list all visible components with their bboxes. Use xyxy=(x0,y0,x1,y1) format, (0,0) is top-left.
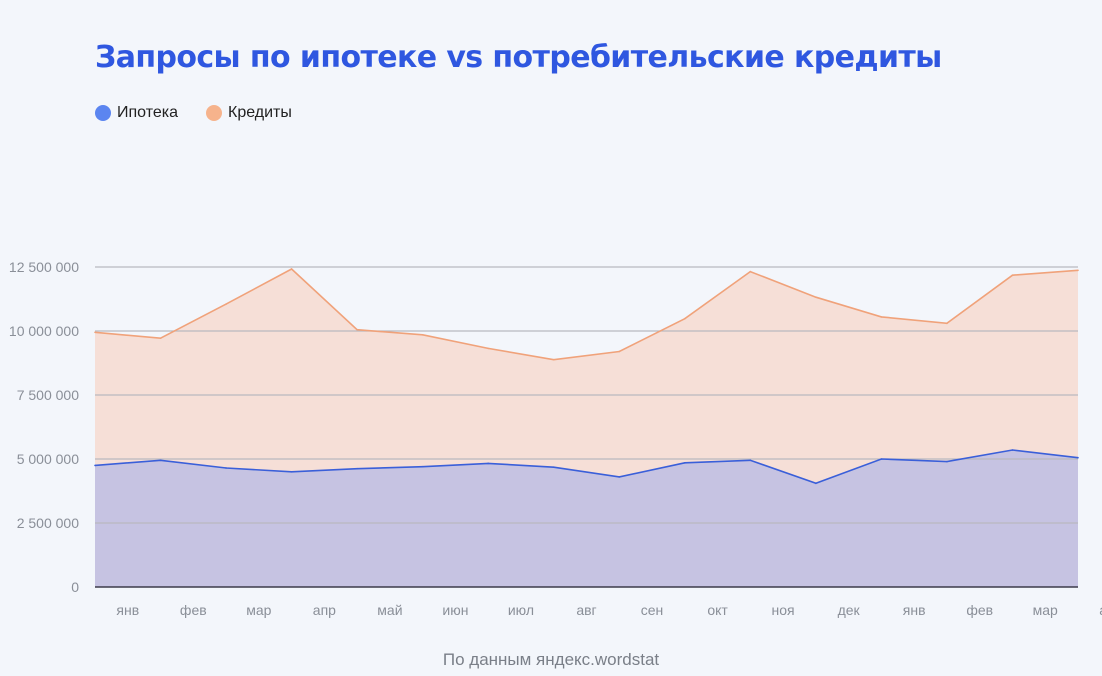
data-point-credits xyxy=(290,268,293,270)
y-tick-label: 5 000 000 xyxy=(17,451,79,467)
data-point-mortgage xyxy=(159,459,162,462)
data-point-mortgage xyxy=(356,467,358,470)
data-point-mortgage xyxy=(618,476,621,478)
x-tick-label: окт xyxy=(707,602,728,618)
x-tick-label: апр xyxy=(1099,602,1102,618)
data-point-credits xyxy=(946,322,948,325)
data-point-mortgage xyxy=(225,467,227,469)
data-point-credits xyxy=(684,317,686,320)
data-point-mortgage xyxy=(1011,449,1014,451)
data-point-credits xyxy=(356,328,358,331)
x-tick-label: июн xyxy=(442,602,468,618)
x-tick-label: янв xyxy=(903,602,926,618)
data-point-mortgage xyxy=(815,482,817,485)
chart-title: Запросы по ипотеке vs потребительские кр… xyxy=(95,40,942,75)
x-tick-label: апр xyxy=(313,602,336,618)
data-point-credits xyxy=(552,358,555,361)
data-point-credits xyxy=(815,296,817,299)
x-tick-label: мар xyxy=(1033,602,1058,618)
source-note: По данным яндекс.wordstat xyxy=(442,650,660,669)
x-tick-label: май xyxy=(377,602,402,618)
data-point-mortgage xyxy=(749,459,752,462)
data-point-mortgage xyxy=(94,464,96,467)
data-point-credits xyxy=(487,347,490,350)
y-tick-label: 12 500 000 xyxy=(9,259,79,275)
data-point-credits xyxy=(421,334,424,336)
y-tick-label: 7 500 000 xyxy=(17,387,79,403)
data-point-mortgage xyxy=(552,466,555,468)
data-point-credits xyxy=(94,331,96,334)
legend-marker-mortgage xyxy=(95,105,111,121)
data-point-mortgage xyxy=(880,458,883,460)
x-tick-label: сен xyxy=(641,602,664,618)
x-tick-label: фев xyxy=(180,602,207,618)
legend: Ипотека Кредиты xyxy=(95,104,292,122)
x-tick-label: ноя xyxy=(772,602,795,618)
legend-marker-credits xyxy=(206,105,223,121)
data-point-mortgage xyxy=(1077,456,1079,459)
y-tick-label: 10 000 000 xyxy=(9,323,79,339)
x-tick-label: дек xyxy=(838,602,861,618)
data-point-credits xyxy=(225,303,227,305)
data-point-credits xyxy=(880,316,883,318)
y-tick-label: 0 xyxy=(71,579,79,595)
legend-label-credits: Кредиты xyxy=(228,104,292,121)
data-point-credits xyxy=(159,337,162,339)
x-tick-label: фев xyxy=(966,602,993,618)
data-point-mortgage xyxy=(487,462,490,465)
x-tick-label: июл xyxy=(508,602,534,618)
legend-item-mortgage: Ипотека xyxy=(95,104,178,122)
x-tick-label: янв xyxy=(116,602,139,618)
data-point-credits xyxy=(1077,269,1079,272)
x-tick-label: авг xyxy=(576,602,596,618)
series-area-mortgage xyxy=(95,450,1078,587)
data-point-mortgage xyxy=(290,471,293,473)
series-line-credits xyxy=(94,268,1079,361)
legend-item-credits: Кредиты xyxy=(206,104,292,122)
data-point-credits xyxy=(618,350,621,353)
y-tick-label: 2 500 000 xyxy=(17,515,79,531)
data-point-mortgage xyxy=(421,465,424,468)
data-point-credits xyxy=(1011,274,1014,276)
series-line-mortgage xyxy=(94,449,1079,485)
x-tick-label: мар xyxy=(246,602,271,618)
legend-label-mortgage: Ипотека xyxy=(117,104,179,121)
data-point-mortgage xyxy=(946,460,948,463)
data-point-mortgage xyxy=(684,462,686,464)
data-point-credits xyxy=(749,270,752,273)
